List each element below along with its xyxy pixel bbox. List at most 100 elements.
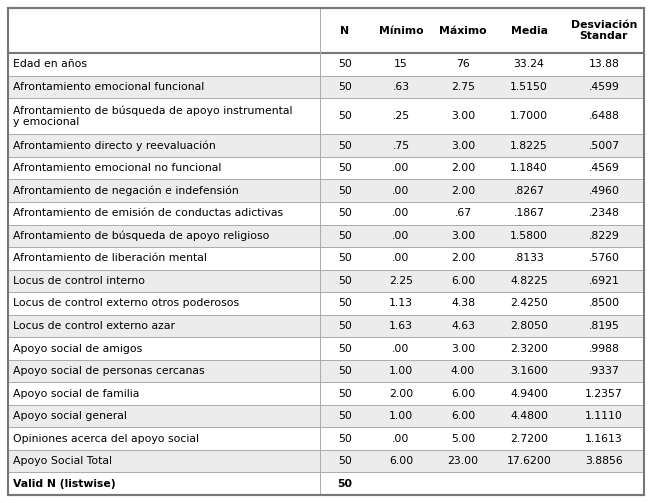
Bar [8, 53, 644, 75]
Text: 2.00: 2.00 [451, 163, 475, 173]
Text: Locus de control externo azar: Locus de control externo azar [13, 321, 175, 331]
Bar [8, 98, 644, 134]
Text: 50: 50 [338, 82, 352, 92]
Text: 2.4250: 2.4250 [510, 298, 548, 308]
Text: Afrontamiento de búsqueda de apoyo religioso: Afrontamiento de búsqueda de apoyo relig… [13, 230, 269, 241]
Text: .9337: .9337 [588, 366, 619, 376]
Text: 13.88: 13.88 [588, 59, 619, 69]
Text: N: N [340, 26, 350, 36]
Text: .8267: .8267 [513, 186, 544, 196]
Bar [8, 405, 644, 428]
Text: .00: .00 [393, 254, 410, 264]
Text: .00: .00 [393, 434, 410, 444]
Text: 3.00: 3.00 [451, 111, 475, 121]
Text: 2.00: 2.00 [451, 186, 475, 196]
Text: 1.7000: 1.7000 [510, 111, 548, 121]
Text: 50: 50 [338, 186, 352, 196]
Text: .9988: .9988 [588, 344, 619, 354]
Text: 3.00: 3.00 [451, 231, 475, 241]
Text: Afrontamiento de búsqueda de apoyo instrumental
y emocional: Afrontamiento de búsqueda de apoyo instr… [13, 105, 293, 127]
Text: .6921: .6921 [588, 276, 619, 286]
Text: .67: .67 [454, 208, 472, 218]
Text: 2.8050: 2.8050 [510, 321, 548, 331]
Text: .00: .00 [393, 186, 410, 196]
Text: 15: 15 [394, 59, 408, 69]
Bar [8, 472, 644, 495]
Bar [8, 75, 644, 98]
Text: 3.00: 3.00 [451, 344, 475, 354]
Text: Apoyo social de familia: Apoyo social de familia [13, 389, 140, 398]
Text: 50: 50 [338, 141, 352, 151]
Bar [8, 8, 644, 53]
Text: 4.4800: 4.4800 [510, 411, 548, 421]
Text: 2.7200: 2.7200 [510, 434, 548, 444]
Text: Máximo: Máximo [440, 26, 487, 36]
Text: 1.13: 1.13 [389, 298, 413, 308]
Text: Afrontamiento de emisión de conductas adictivas: Afrontamiento de emisión de conductas ad… [13, 208, 283, 218]
Text: Apoyo social de personas cercanas: Apoyo social de personas cercanas [13, 366, 205, 376]
Bar [8, 247, 644, 270]
Text: .2348: .2348 [588, 208, 619, 218]
Text: 4.9400: 4.9400 [510, 389, 548, 398]
Text: Valid N (listwise): Valid N (listwise) [13, 479, 115, 489]
Text: 50: 50 [338, 208, 352, 218]
Text: 4.63: 4.63 [451, 321, 475, 331]
Bar [8, 157, 644, 180]
Text: 50: 50 [338, 231, 352, 241]
Text: .6488: .6488 [588, 111, 619, 121]
Text: .8500: .8500 [588, 298, 619, 308]
Text: 3.8856: 3.8856 [585, 456, 623, 466]
Text: Afrontamiento emocional no funcional: Afrontamiento emocional no funcional [13, 163, 221, 173]
Text: 1.63: 1.63 [389, 321, 413, 331]
Text: 4.8225: 4.8225 [510, 276, 548, 286]
Text: 3.00: 3.00 [451, 141, 475, 151]
Text: 50: 50 [338, 434, 352, 444]
Text: .1867: .1867 [513, 208, 544, 218]
Text: 50: 50 [338, 456, 352, 466]
Text: .4599: .4599 [588, 82, 619, 92]
Text: 6.00: 6.00 [451, 411, 475, 421]
Text: 1.1613: 1.1613 [585, 434, 623, 444]
Text: 6.00: 6.00 [389, 456, 413, 466]
Bar [8, 360, 644, 382]
Bar [8, 134, 644, 157]
Text: Apoyo social general: Apoyo social general [13, 411, 127, 421]
Bar [8, 450, 644, 472]
Text: .63: .63 [393, 82, 409, 92]
Text: Afrontamiento emocional funcional: Afrontamiento emocional funcional [13, 82, 204, 92]
Text: 50: 50 [338, 59, 352, 69]
Bar [8, 337, 644, 360]
Text: 2.00: 2.00 [451, 254, 475, 264]
Text: Mínimo: Mínimo [378, 26, 423, 36]
Text: .8195: .8195 [588, 321, 619, 331]
Text: .5007: .5007 [588, 141, 619, 151]
Bar [8, 202, 644, 224]
Text: 1.8225: 1.8225 [510, 141, 548, 151]
Text: 2.75: 2.75 [451, 82, 475, 92]
Text: 6.00: 6.00 [451, 276, 475, 286]
Bar [8, 180, 644, 202]
Text: .5760: .5760 [588, 254, 619, 264]
Text: 23.00: 23.00 [448, 456, 478, 466]
Text: Afrontamiento de negación e indefensión: Afrontamiento de negación e indefensión [13, 186, 239, 196]
Text: 1.5800: 1.5800 [510, 231, 548, 241]
Text: 1.5150: 1.5150 [510, 82, 548, 92]
Text: Afrontamiento de liberación mental: Afrontamiento de liberación mental [13, 254, 207, 264]
Text: 2.00: 2.00 [389, 389, 413, 398]
Text: .8229: .8229 [588, 231, 619, 241]
Text: 1.1110: 1.1110 [585, 411, 623, 421]
Text: Desviación
Standar: Desviación Standar [571, 20, 637, 41]
Text: 2.25: 2.25 [389, 276, 413, 286]
Text: Locus de control interno: Locus de control interno [13, 276, 145, 286]
Text: 76: 76 [456, 59, 470, 69]
Bar [8, 224, 644, 247]
Bar [8, 270, 644, 292]
Text: .4960: .4960 [588, 186, 619, 196]
Text: 50: 50 [338, 163, 352, 173]
Text: Opiniones acerca del apoyo social: Opiniones acerca del apoyo social [13, 434, 199, 444]
Text: 1.00: 1.00 [389, 411, 413, 421]
Text: .25: .25 [393, 111, 409, 121]
Text: 50: 50 [338, 254, 352, 264]
Text: 6.00: 6.00 [451, 389, 475, 398]
Text: 3.1600: 3.1600 [510, 366, 548, 376]
